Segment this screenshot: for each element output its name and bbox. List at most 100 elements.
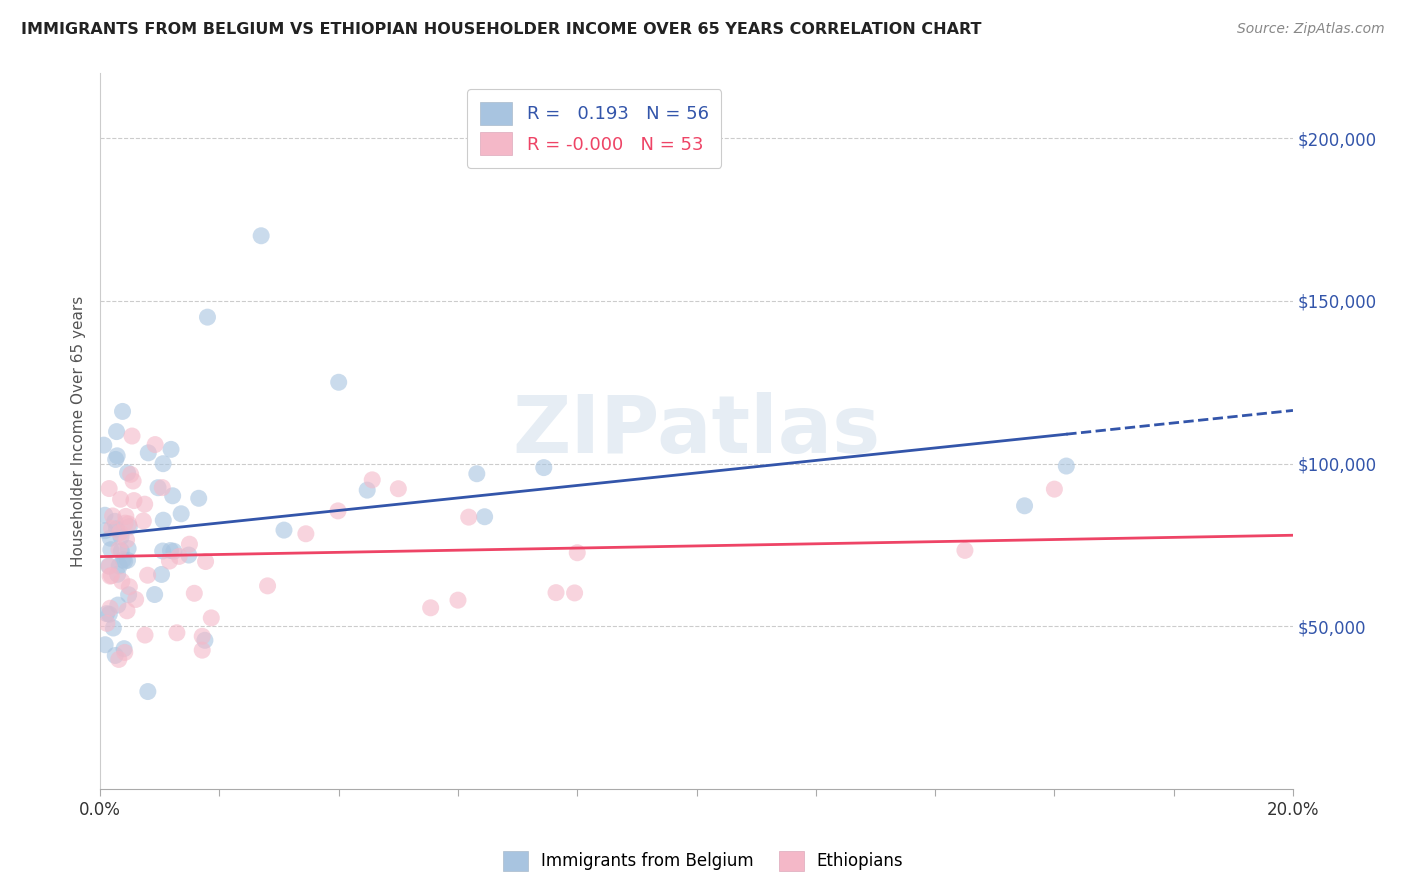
Point: [163, 544, 186, 558]
Legend: R =   0.193   N = 56, R = -0.000   N = 53: R = 0.193 N = 56, R = -0.000 N = 53: [467, 89, 721, 168]
Point: [183, 586, 205, 600]
Point: [256, 579, 278, 593]
Point: [110, 492, 132, 507]
Point: [117, 466, 139, 480]
Point: [100, 542, 122, 557]
Point: [143, 588, 166, 602]
Point: [194, 633, 217, 648]
Legend: Immigrants from Belgium, Ethiopians: Immigrants from Belgium, Ethiopians: [494, 842, 912, 880]
Point: [114, 645, 136, 659]
Point: [136, 568, 159, 582]
Point: [134, 497, 156, 511]
Point: [108, 542, 131, 557]
Point: [98, 601, 121, 615]
Point: [118, 580, 141, 594]
Point: [194, 555, 217, 569]
Point: [118, 520, 141, 534]
Point: [166, 625, 188, 640]
Text: ZIPatlas: ZIPatlas: [512, 392, 880, 470]
Point: [544, 585, 567, 599]
Point: [104, 648, 127, 663]
Point: [953, 543, 976, 558]
Point: [132, 514, 155, 528]
Point: [117, 553, 139, 567]
Point: [179, 537, 201, 551]
Point: [167, 549, 190, 564]
Point: [110, 530, 132, 544]
Point: [93, 438, 115, 452]
Point: [94, 508, 117, 523]
Point: [328, 376, 350, 390]
Point: [170, 507, 193, 521]
Point: [94, 638, 117, 652]
Point: [356, 483, 378, 497]
Point: [143, 437, 166, 451]
Point: [187, 491, 209, 506]
Point: [100, 521, 122, 535]
Point: [564, 586, 586, 600]
Point: [326, 504, 349, 518]
Text: IMMIGRANTS FROM BELGIUM VS ETHIOPIAN HOUSEHOLDER INCOME OVER 65 YEARS CORRELATIO: IMMIGRANTS FROM BELGIUM VS ETHIOPIAN HOU…: [21, 22, 981, 37]
Point: [108, 525, 131, 540]
Point: [447, 593, 470, 607]
Point: [112, 552, 135, 566]
Point: [121, 429, 143, 443]
Point: [146, 481, 169, 495]
Point: [136, 684, 159, 698]
Point: [150, 481, 173, 495]
Point: [361, 473, 384, 487]
Point: [104, 514, 127, 528]
Point: [97, 558, 120, 573]
Point: [177, 548, 200, 562]
Point: [110, 544, 132, 558]
Point: [111, 574, 134, 589]
Point: [100, 568, 122, 582]
Point: [567, 546, 589, 560]
Point: [98, 569, 121, 583]
Point: [104, 452, 127, 467]
Point: [108, 558, 131, 573]
Point: [160, 442, 183, 457]
Point: [191, 643, 214, 657]
Point: [105, 425, 128, 439]
Point: [105, 522, 128, 536]
Point: [457, 510, 479, 524]
Point: [387, 482, 409, 496]
Point: [115, 604, 138, 618]
Point: [112, 641, 135, 656]
Point: [117, 516, 139, 531]
Point: [533, 460, 555, 475]
Point: [122, 474, 145, 488]
Point: [107, 598, 129, 612]
Point: [191, 629, 214, 643]
Point: [1054, 458, 1077, 473]
Point: [105, 449, 128, 463]
Point: [117, 588, 139, 602]
Point: [295, 526, 318, 541]
Point: [96, 616, 118, 631]
Point: [114, 516, 136, 531]
Point: [115, 533, 138, 547]
Point: [1014, 499, 1036, 513]
Point: [152, 544, 174, 558]
Point: [101, 508, 124, 523]
Point: [107, 652, 129, 666]
Point: [124, 592, 146, 607]
Point: [98, 559, 121, 574]
Point: [94, 524, 117, 538]
Point: [474, 509, 496, 524]
Point: [162, 489, 184, 503]
Text: Source: ZipAtlas.com: Source: ZipAtlas.com: [1237, 22, 1385, 37]
Point: [117, 541, 139, 556]
Point: [419, 600, 441, 615]
Point: [159, 554, 181, 568]
Point: [98, 531, 121, 545]
Point: [273, 523, 295, 537]
Point: [250, 228, 273, 243]
Point: [465, 467, 488, 481]
Point: [197, 310, 219, 325]
Point: [103, 621, 125, 635]
Point: [98, 607, 121, 622]
Point: [122, 493, 145, 508]
Point: [134, 628, 156, 642]
